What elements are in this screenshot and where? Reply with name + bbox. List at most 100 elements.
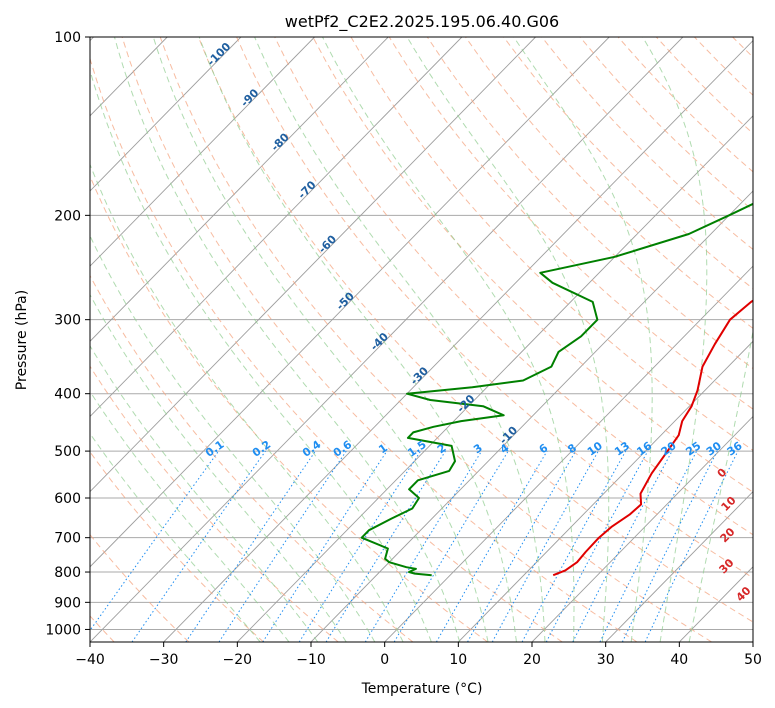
x-tick-label: 40 <box>670 652 688 668</box>
isotherm-line <box>310 190 753 642</box>
isotherm-label: -90 <box>238 86 261 109</box>
isotherm-label: -20 <box>454 392 477 415</box>
isotherm-line <box>237 115 753 642</box>
dry-adiabat-line <box>694 37 753 96</box>
dry-adiabat-line <box>655 37 753 135</box>
moist-adiabat-line <box>642 37 708 642</box>
x-axis-label: Temperature (°C) <box>361 681 483 697</box>
dry-adiabat-line <box>90 175 488 642</box>
dry-adiabat-line <box>90 274 414 642</box>
dry-adiabat-line <box>90 56 563 642</box>
y-tick-label: 1000 <box>45 622 81 638</box>
dry-adiabat-line <box>90 451 264 642</box>
mixing-ratio-line <box>572 450 673 642</box>
dry-adiabat-line <box>90 365 339 642</box>
isotherm-line <box>531 415 753 642</box>
mixing-ratio-label: 2 <box>435 441 449 456</box>
isotherm-label: -40 <box>368 330 391 353</box>
moist-adiabat-label: 0 <box>715 466 730 481</box>
y-tick-label: 800 <box>54 565 81 581</box>
moist-adiabat-line <box>406 37 610 642</box>
mixing-ratio-label: 0.6 <box>331 438 355 460</box>
y-tick-label: 200 <box>54 208 81 224</box>
dry-adiabat-line <box>159 37 712 642</box>
y-tick-label: 400 <box>54 387 81 403</box>
x-tick-label: −30 <box>149 652 179 668</box>
isotherm-line <box>90 37 684 642</box>
mixing-ratio-line <box>545 450 649 642</box>
isotherm-label: -50 <box>334 289 357 312</box>
dry-adiabat-line <box>312 37 753 493</box>
moist-adiabat-line <box>688 329 753 642</box>
x-tick-label: −20 <box>223 652 253 668</box>
mixing-ratio-line <box>393 450 509 642</box>
isotherm-line <box>90 37 463 418</box>
data-layer <box>360 202 753 577</box>
isotherm-line <box>90 37 610 568</box>
isotherm-label: -80 <box>269 130 292 153</box>
moist-adiabat-label: 30 <box>717 556 737 576</box>
dry-adiabat-line <box>426 37 753 370</box>
mixing-ratio-line <box>435 450 548 642</box>
chart-title: wetPf2_C2E2.2025.195.06.40.G06 <box>285 12 559 32</box>
mixing-ratio-line <box>218 450 347 642</box>
moist-adiabat-line <box>322 37 575 642</box>
y-tick-label: 900 <box>54 595 81 611</box>
mixing-ratio-label: 0.2 <box>250 438 273 460</box>
y-tick-label: 300 <box>54 313 81 329</box>
dry-adiabat-line <box>274 37 753 536</box>
moist-adiabat-line <box>513 37 653 642</box>
y-tick-label: 100 <box>54 30 81 46</box>
temperature-profile <box>552 299 753 577</box>
x-tick-label: −40 <box>75 652 105 668</box>
y-tick-label: 700 <box>54 531 81 547</box>
moist-adiabat-label: 40 <box>734 584 754 604</box>
moist-adiabat-line <box>90 432 261 642</box>
dry-adiabat-line <box>771 37 775 642</box>
moist-adiabat-label: 10 <box>719 494 739 514</box>
mixing-ratio-line <box>467 450 577 642</box>
mixing-ratio-line <box>298 450 422 642</box>
isotherm-line <box>384 265 753 642</box>
dry-adiabat-line <box>121 37 638 642</box>
dry-adiabat-line <box>350 37 753 451</box>
mixing-ratio-label: 10 <box>585 439 605 459</box>
dewpoint-profile <box>360 202 753 577</box>
isotherm-line <box>752 641 753 642</box>
moist-adiabat-line <box>90 390 290 642</box>
isotherm-label: -100 <box>205 40 234 69</box>
moist-adiabat-line <box>114 37 461 642</box>
mixing-ratio-line <box>521 450 627 642</box>
moist-adiabat-line <box>152 37 489 642</box>
axis-layer: −40 −30 −20 −10 0 10 20 30 40 5010020030040050060… <box>45 30 762 668</box>
mixing-ratio-label: 30 <box>704 439 724 459</box>
y-tick-label: 500 <box>54 444 81 460</box>
isotherm-line <box>679 566 753 642</box>
mixing-ratio-line <box>90 450 220 632</box>
isotherm-line <box>90 37 315 267</box>
isotherm-line <box>90 37 389 342</box>
dry-adiabat-line <box>197 37 753 623</box>
moist-adiabat-label: 20 <box>718 525 738 545</box>
isotherm-line <box>90 37 242 192</box>
moist-adiabat-line <box>90 344 319 642</box>
mixing-ratio-label: 20 <box>659 439 679 459</box>
mixing-ratio-line <box>621 450 718 642</box>
x-tick-label: 20 <box>523 652 541 668</box>
isotherm-label: -70 <box>295 178 318 201</box>
isotherm-label: -30 <box>408 364 431 387</box>
mixing-ratio-line <box>364 450 483 642</box>
isotherm-line <box>458 340 753 642</box>
x-tick-label: 0 <box>380 652 389 668</box>
dry-adiabat-line <box>388 37 753 410</box>
mixing-ratio-line <box>599 450 698 642</box>
mixing-ratio-label: 13 <box>612 439 632 458</box>
x-tick-label: 10 <box>449 652 467 668</box>
mixing-ratio-line <box>262 450 388 642</box>
mixing-ratio-label: 1 <box>376 441 390 456</box>
dry-adiabat-line <box>732 37 753 58</box>
mixing-ratio-line <box>131 450 266 642</box>
mixing-ratio-line <box>185 450 316 642</box>
moist-adiabat-line <box>90 163 404 642</box>
moist-adiabat-line <box>90 68 432 642</box>
